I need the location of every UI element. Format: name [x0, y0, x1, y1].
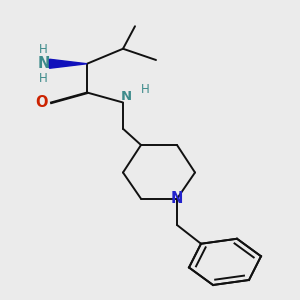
Polygon shape — [50, 59, 87, 68]
Text: N: N — [121, 90, 132, 103]
Text: H: H — [141, 83, 150, 97]
Text: O: O — [36, 95, 48, 110]
Text: H: H — [39, 71, 48, 85]
Text: N: N — [171, 191, 183, 206]
Text: H: H — [39, 43, 48, 56]
Text: N: N — [37, 56, 50, 71]
